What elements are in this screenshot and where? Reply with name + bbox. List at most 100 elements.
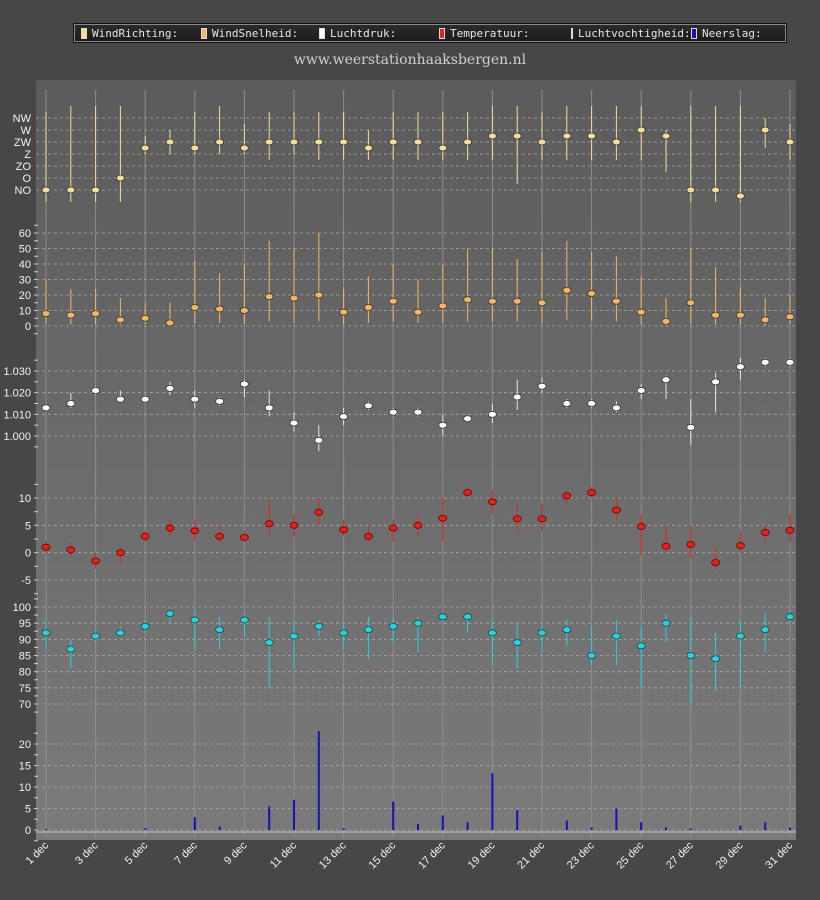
data-point xyxy=(512,297,522,305)
precipitation-bar xyxy=(491,773,494,830)
data-point xyxy=(785,138,795,146)
data-point xyxy=(314,291,324,299)
precipitation-bar xyxy=(590,827,593,830)
y-tick-label: 50 xyxy=(19,244,31,256)
y-tick-label: -5 xyxy=(21,575,31,587)
data-point xyxy=(363,532,373,540)
data-point xyxy=(66,546,76,554)
precipitation-bar xyxy=(441,815,444,830)
data-point xyxy=(487,297,497,305)
precipitation-bar xyxy=(615,808,618,830)
x-tick-label: 11 dec xyxy=(268,839,300,871)
data-point xyxy=(438,613,448,621)
data-point xyxy=(612,404,621,412)
legend-item: Temperatuur: xyxy=(433,27,565,40)
data-point xyxy=(363,144,373,152)
precipitation-bar xyxy=(293,799,295,830)
data-point xyxy=(587,290,596,297)
data-point xyxy=(165,138,175,146)
legend-item: Luchtvochtigheid: xyxy=(565,27,691,40)
data-point xyxy=(612,138,621,146)
y-tick-label: NO xyxy=(15,185,32,197)
data-point xyxy=(140,314,150,322)
data-point xyxy=(413,138,423,146)
precipitation-bar xyxy=(466,822,469,830)
data-point xyxy=(239,380,249,388)
data-point xyxy=(562,286,572,294)
data-point xyxy=(537,382,547,390)
data-point xyxy=(711,378,720,386)
data-point xyxy=(314,138,324,146)
data-point xyxy=(190,144,200,152)
precipitation-bar xyxy=(417,823,419,830)
data-point xyxy=(91,310,100,318)
data-point xyxy=(686,652,696,659)
x-tick-label: 25 dec xyxy=(614,839,646,871)
data-point xyxy=(66,186,76,194)
data-point xyxy=(438,421,448,429)
data-point xyxy=(339,629,349,637)
x-tick-label: 17 dec xyxy=(416,839,448,871)
data-point xyxy=(736,192,745,200)
data-point xyxy=(314,623,324,630)
legend-label: Temperatuur: xyxy=(450,26,530,40)
data-point xyxy=(116,395,125,403)
data-point xyxy=(41,629,51,637)
data-point xyxy=(686,186,696,194)
data-point xyxy=(116,316,125,324)
data-point xyxy=(661,317,671,325)
y-tick-label: ZW xyxy=(14,137,32,149)
data-point xyxy=(140,144,150,152)
data-point xyxy=(239,307,249,314)
data-point xyxy=(736,542,745,549)
data-point xyxy=(264,520,274,528)
data-point xyxy=(463,415,473,423)
y-tick-label: ZO xyxy=(16,161,32,173)
data-point xyxy=(438,144,448,152)
data-point xyxy=(636,308,646,316)
data-point xyxy=(562,626,572,634)
data-point xyxy=(314,436,324,444)
precipitation-bar xyxy=(739,825,742,830)
y-tick-label: 15 xyxy=(19,761,31,773)
data-point xyxy=(140,395,150,403)
data-point xyxy=(190,395,200,403)
data-point xyxy=(736,363,745,371)
legend-label: Neerslag: xyxy=(702,26,762,40)
precipitation-bar xyxy=(392,801,395,830)
precipitation-bar xyxy=(144,828,147,830)
data-point xyxy=(190,527,200,535)
data-point xyxy=(339,138,349,146)
data-point xyxy=(239,144,249,152)
data-point xyxy=(66,400,76,407)
precipitation-bar xyxy=(193,817,196,830)
data-point xyxy=(736,632,745,640)
data-point xyxy=(388,524,398,532)
legend-item: Luchtdruk: xyxy=(313,27,433,40)
data-point xyxy=(289,419,299,427)
data-point xyxy=(264,293,274,300)
data-point xyxy=(388,623,398,630)
data-point xyxy=(636,126,646,134)
data-point xyxy=(264,138,274,146)
data-point xyxy=(91,186,100,194)
data-point xyxy=(736,311,745,319)
data-point xyxy=(562,400,572,407)
data-point xyxy=(612,506,621,514)
data-point xyxy=(140,623,150,630)
data-point xyxy=(760,126,770,134)
data-point xyxy=(116,174,125,182)
y-tick-label: 20 xyxy=(19,739,31,751)
data-point xyxy=(388,297,398,305)
data-point xyxy=(711,311,720,319)
x-tick-label: 13 dec xyxy=(317,839,349,871)
y-tick-label: 1.030 xyxy=(3,366,31,378)
x-tick-label: 31 dec xyxy=(763,839,795,871)
legend-item: Neerslag: xyxy=(685,27,775,40)
legend-item: WindRichting: xyxy=(75,27,195,40)
y-tick-label: 5 xyxy=(25,520,31,532)
precipitation-bar xyxy=(565,820,568,830)
y-tick-label: 95 xyxy=(19,618,31,630)
data-point xyxy=(587,652,596,659)
x-tick-label: 5 dec xyxy=(123,839,151,867)
